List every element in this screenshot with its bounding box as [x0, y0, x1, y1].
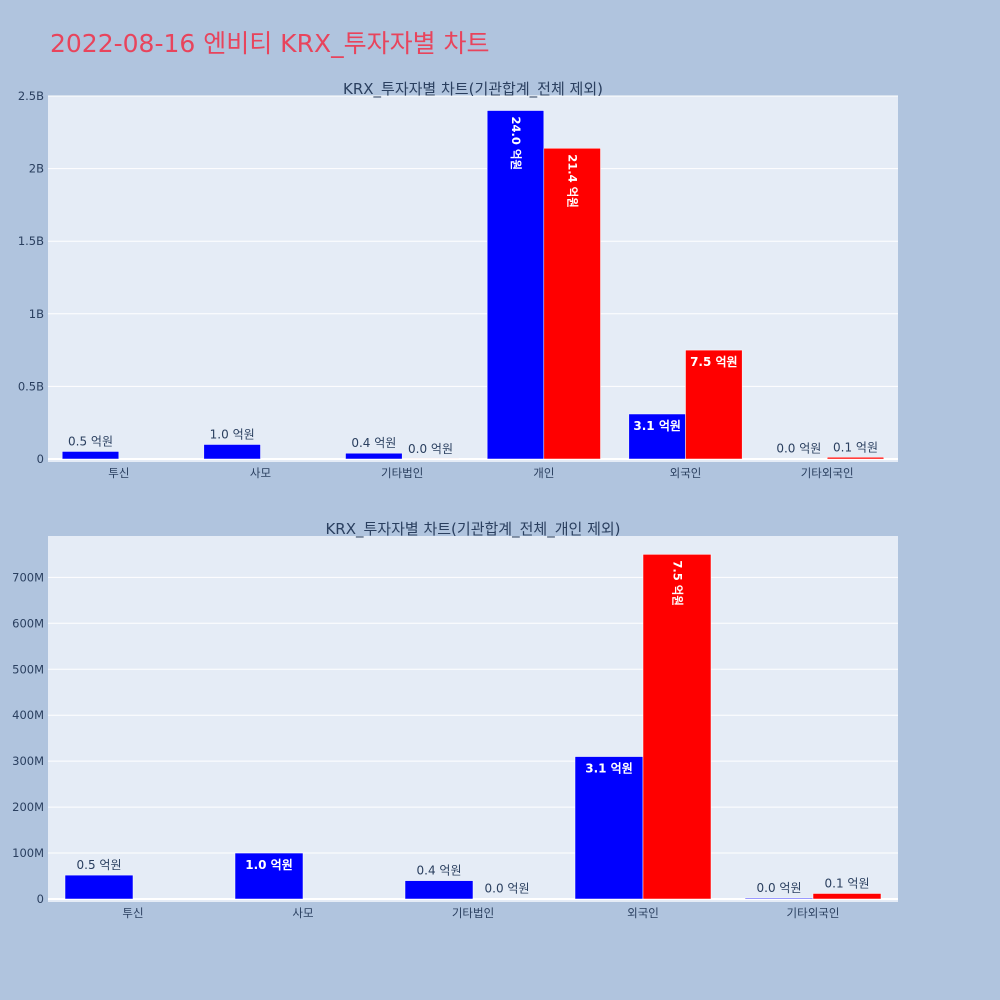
- chart-bottom-data-label: 0.0 억원: [757, 881, 802, 895]
- chart-top-data-label: 1.0 억원: [210, 427, 255, 441]
- chart-top-bar: [61, 451, 120, 460]
- chart-bottom-ytick-label: 400M: [12, 708, 44, 722]
- chart-bottom-data-label: 1.0 억원: [245, 858, 293, 872]
- chart-bottom-xtick-label: 사모: [292, 906, 313, 920]
- chart-bottom-bar: [574, 756, 644, 900]
- chart-bottom-xtick-label: 기타법인: [452, 906, 494, 920]
- chart-bottom-xtick-label: 투신: [122, 906, 143, 920]
- chart-bottom-ytick-label: 300M: [12, 754, 44, 768]
- chart-top-bar: [203, 444, 261, 460]
- chart-bottom-ytick-label: 700M: [12, 570, 44, 584]
- chart-bottom-title: KRX_투자자별 차트(기관합계_전체_개인 제외): [325, 520, 620, 539]
- chart-top-ytick-label: 1.5B: [18, 234, 44, 248]
- chart-top-data-label: 0.5 억원: [68, 434, 113, 448]
- chart-top-xtick-label: 기타법인: [381, 466, 423, 480]
- page-title: 2022-08-16 엔비티 KRX_투자자별 차트: [50, 29, 490, 58]
- chart-bottom-bar: [744, 897, 814, 900]
- chart-bottom-data-label: 0.4 억원: [417, 864, 462, 878]
- chart-top-data-label: 0.4 억원: [351, 436, 396, 450]
- chart-top-xtick-label: 투신: [108, 466, 129, 480]
- chart-bottom-bar: [234, 852, 304, 900]
- chart-top-bar: [628, 413, 686, 460]
- chart-bottom-ytick-label: 500M: [12, 662, 44, 676]
- chart-bottom-plot-area: [48, 536, 898, 902]
- chart-top-ytick-label: 2B: [29, 162, 44, 176]
- chart-top-data-label: 21.4 억원: [566, 154, 580, 208]
- chart-top-ytick-label: 0: [37, 452, 44, 466]
- chart-top-ytick-label: 2.5B: [18, 89, 44, 103]
- chart-bottom-data-label: 0.0 억원: [485, 882, 530, 896]
- chart-top-data-label: 0.1 억원: [833, 440, 878, 454]
- chart-bottom-ytick-label: 0: [37, 892, 44, 906]
- chart-top-ytick-label: 0.5B: [18, 379, 44, 393]
- chart-top-ytick-label: 1B: [29, 307, 44, 321]
- chart-top-plot-area: [48, 96, 898, 462]
- chart-bottom-bar: [812, 893, 882, 900]
- chart-bottom-xtick-label: 외국인: [627, 906, 659, 920]
- chart-bottom-ytick-label: 600M: [12, 616, 44, 630]
- chart-top-bar: [543, 148, 601, 460]
- chart-bottom-xtick-label: 기타외국인: [787, 906, 840, 920]
- chart-bottom-bar: [642, 554, 712, 900]
- chart-top-data-label: 3.1 억원: [633, 419, 681, 433]
- chart-top-title: KRX_투자자별 차트(기관합계_전체 제외): [343, 80, 603, 99]
- chart-top-xtick-label: 개인: [533, 466, 554, 480]
- chart-top-bar: [345, 452, 403, 460]
- chart-bottom-data-label: 0.5 억원: [77, 858, 122, 872]
- chart-bottom-bar: [64, 874, 134, 900]
- chart-top-bar: [685, 349, 743, 460]
- chart-top-xtick-label: 외국인: [670, 466, 702, 480]
- chart-bottom-bar: [404, 880, 474, 900]
- chart-top-xtick-label: 사모: [250, 466, 271, 480]
- chart-top-data-label: 0.0 억원: [408, 442, 453, 456]
- chart-bottom-ytick-label: 200M: [12, 800, 44, 814]
- chart-bottom-data-label: 7.5 억원: [671, 560, 685, 606]
- chart-top-data-label: 24.0 억원: [509, 117, 523, 171]
- chart-top-bar: [826, 457, 885, 460]
- chart-bottom-ytick-label: 100M: [12, 846, 44, 860]
- chart-top-data-label: 0.0 억원: [776, 442, 821, 456]
- chart-top-xtick-label: 기타외국인: [801, 466, 854, 480]
- chart-top-data-label: 7.5 억원: [690, 355, 738, 369]
- chart-bottom-data-label: 3.1 억원: [585, 762, 633, 776]
- chart-bottom-data-label: 0.1 억원: [825, 876, 870, 890]
